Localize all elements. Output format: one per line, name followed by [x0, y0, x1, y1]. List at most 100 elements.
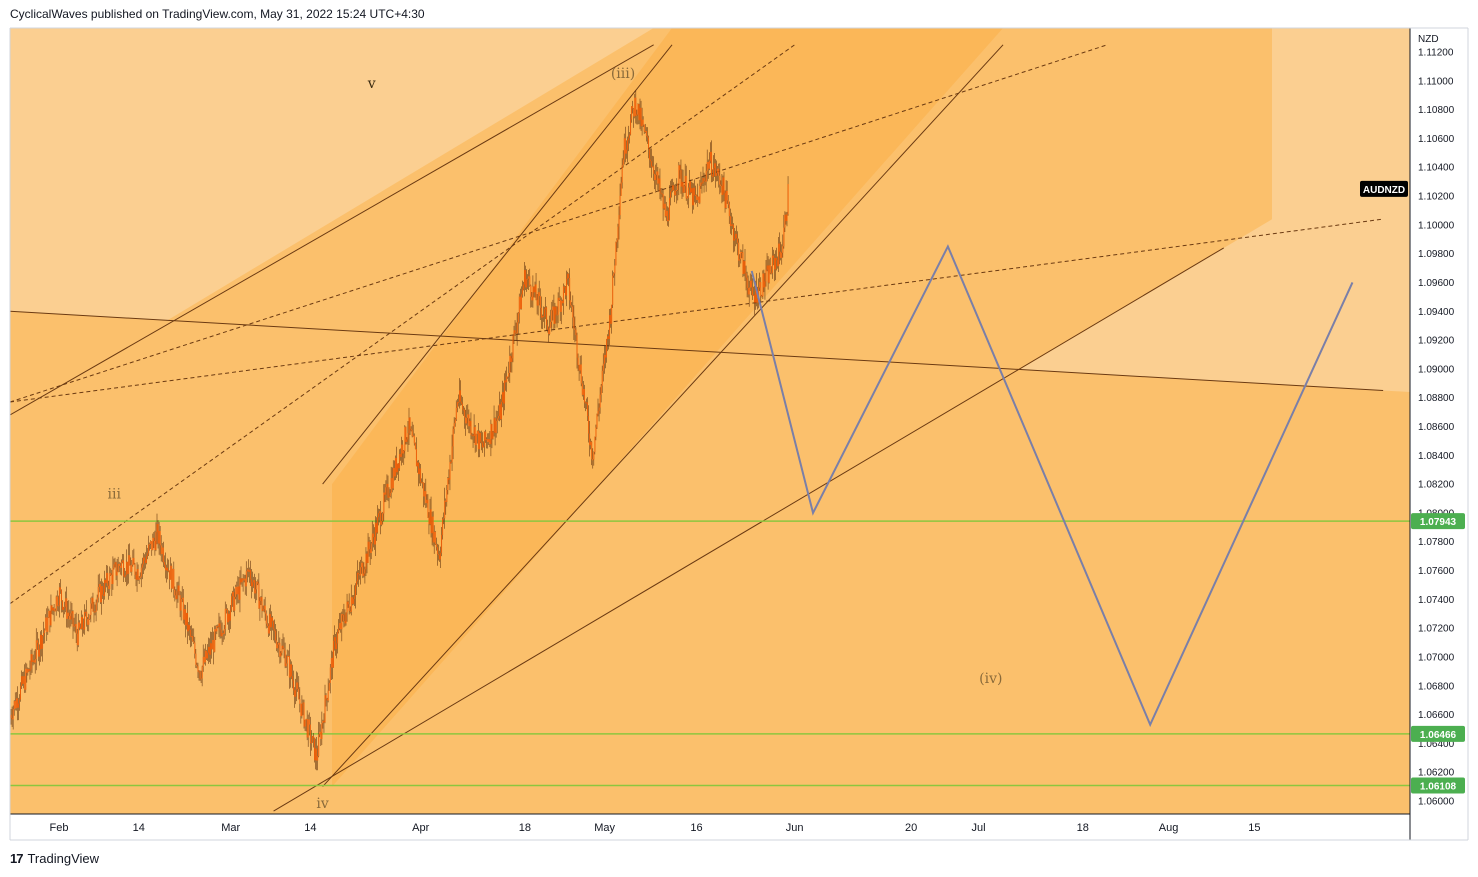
candle-body — [487, 439, 489, 443]
candle-body — [160, 545, 162, 555]
candle-body — [16, 698, 18, 708]
wave-label: (iii) — [611, 66, 635, 82]
candle-body — [571, 305, 573, 307]
candle-body — [421, 482, 423, 484]
candle-body — [323, 720, 325, 723]
candle-body — [572, 306, 574, 318]
candle-body — [787, 184, 789, 215]
candle-body — [613, 273, 615, 276]
candle-body — [94, 611, 96, 613]
x-tick-label: Aug — [1159, 822, 1179, 834]
candle-body — [577, 357, 579, 366]
candle-body — [340, 623, 342, 630]
candle-body — [442, 518, 444, 535]
candle-body — [313, 736, 314, 738]
x-tick-label: 18 — [1077, 822, 1089, 834]
candle-body — [345, 612, 347, 624]
candle-body — [761, 295, 763, 297]
y-axis[interactable]: 1.11200 1.11000 1.10800 1.10600 1.10400 1.102… — [1418, 48, 1455, 808]
wave-label: (iv) — [979, 671, 1002, 687]
candle-body — [203, 656, 205, 663]
candle-body — [516, 322, 518, 334]
candle-body — [49, 610, 51, 626]
candle-body — [226, 609, 228, 623]
candle-body — [240, 578, 242, 583]
candle-body — [118, 563, 120, 566]
candle-body — [510, 355, 512, 362]
candle-body — [456, 402, 458, 408]
candle-body — [189, 624, 191, 630]
candle-body — [489, 439, 491, 445]
candle-body — [740, 251, 742, 260]
candle-body — [70, 613, 72, 620]
candle-body — [774, 257, 775, 270]
candle-body — [750, 280, 752, 288]
candle-body — [158, 530, 160, 544]
trend-line-0 — [10, 44, 654, 416]
candle-body — [170, 565, 172, 580]
candle-body — [744, 261, 746, 274]
candle-body — [87, 619, 89, 625]
candle-body — [598, 407, 600, 411]
candle-body — [123, 560, 124, 577]
candle-body — [633, 108, 635, 117]
candle-body — [312, 736, 313, 743]
candle-body — [469, 420, 471, 427]
candle-body — [515, 332, 517, 334]
candle-body — [424, 491, 426, 497]
candle-body — [136, 569, 138, 580]
candle-body — [147, 553, 149, 557]
candle-body — [341, 614, 343, 630]
candle-body — [66, 598, 68, 619]
candle-body — [544, 308, 545, 317]
y-tick-label: 1.06400 — [1418, 739, 1455, 750]
x-axis[interactable]: Feb 14 Mar 14 Apr 18 May 16 Jun 20 Jul 18 Aug 15 — [50, 822, 1261, 834]
candle-body — [190, 629, 192, 637]
candle-body — [365, 553, 367, 570]
candle-body — [262, 609, 264, 611]
candle-body — [692, 188, 693, 206]
candle-body — [373, 537, 375, 545]
candle-body — [195, 653, 197, 665]
candle-body — [412, 435, 414, 437]
candle-body — [648, 137, 649, 149]
candle-body — [764, 281, 766, 288]
candle-body — [425, 491, 427, 504]
candle-body — [28, 669, 30, 672]
candle-body — [496, 418, 498, 421]
candle-body — [14, 701, 16, 709]
footer-brand[interactable]: 17 TradingView — [10, 851, 99, 866]
candle-body — [455, 407, 457, 420]
candle-body — [299, 699, 301, 704]
trend-line-2 — [322, 44, 1004, 787]
candle-body — [79, 627, 81, 629]
candle-body — [145, 560, 146, 564]
candle-body — [768, 265, 770, 283]
candle-body — [446, 490, 448, 502]
candle-body — [616, 240, 618, 243]
y-tick-label: 1.11000 — [1418, 76, 1454, 87]
candle-body — [370, 543, 372, 554]
y-tick-label: 1.06800 — [1418, 681, 1455, 692]
candle-body — [525, 270, 527, 288]
candle-body — [549, 327, 551, 335]
candle-body — [292, 676, 293, 681]
candle-body — [116, 571, 118, 576]
candle-body — [678, 165, 680, 184]
candle-body — [125, 574, 126, 577]
candle-body — [363, 573, 365, 576]
candle-body — [64, 606, 66, 608]
candle-body — [566, 278, 567, 296]
candle-body — [83, 628, 84, 630]
candle-body — [316, 748, 318, 761]
candle-body — [527, 278, 529, 280]
candle-body — [135, 574, 137, 580]
candle-body — [580, 364, 582, 384]
candle-body — [167, 567, 168, 572]
candle-body — [399, 453, 401, 469]
candle-body — [272, 617, 273, 622]
candle-body — [196, 664, 198, 667]
candle-body — [498, 404, 500, 417]
candle-body — [473, 426, 475, 436]
